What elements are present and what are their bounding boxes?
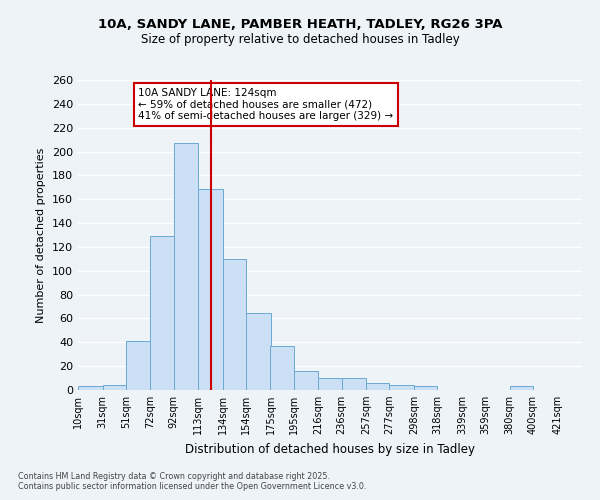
Y-axis label: Number of detached properties: Number of detached properties xyxy=(37,148,46,322)
Text: Size of property relative to detached houses in Tadley: Size of property relative to detached ho… xyxy=(140,32,460,46)
Text: 10A SANDY LANE: 124sqm
← 59% of detached houses are smaller (472)
41% of semi-de: 10A SANDY LANE: 124sqm ← 59% of detached… xyxy=(139,88,394,121)
Bar xyxy=(509,386,533,390)
Bar xyxy=(294,371,319,390)
Bar xyxy=(173,143,198,390)
Bar xyxy=(246,312,271,390)
Text: Contains HM Land Registry data © Crown copyright and database right 2025.: Contains HM Land Registry data © Crown c… xyxy=(18,472,330,481)
Bar xyxy=(78,386,103,390)
Bar xyxy=(366,383,389,390)
Bar xyxy=(389,385,414,390)
X-axis label: Distribution of detached houses by size in Tadley: Distribution of detached houses by size … xyxy=(185,442,475,456)
Bar xyxy=(271,346,294,390)
Bar xyxy=(151,236,173,390)
Bar xyxy=(223,259,246,390)
Text: 10A, SANDY LANE, PAMBER HEATH, TADLEY, RG26 3PA: 10A, SANDY LANE, PAMBER HEATH, TADLEY, R… xyxy=(98,18,502,30)
Bar xyxy=(103,385,126,390)
Bar xyxy=(198,188,223,390)
Bar xyxy=(126,341,151,390)
Bar xyxy=(341,378,366,390)
Bar xyxy=(319,378,341,390)
Bar xyxy=(414,386,437,390)
Text: Contains public sector information licensed under the Open Government Licence v3: Contains public sector information licen… xyxy=(18,482,367,491)
